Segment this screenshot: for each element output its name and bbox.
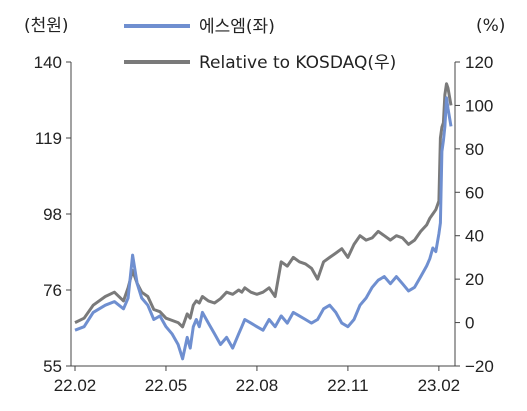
left-axis-unit: (천원) xyxy=(24,16,69,36)
x-tick-label: 23.02 xyxy=(418,376,461,395)
legend: 에스엠(좌) Relative to KOSDAQ(우) xyxy=(124,17,396,73)
right-tick-label: −20 xyxy=(465,357,494,376)
axes xyxy=(70,62,456,367)
x-tick-label: 22.11 xyxy=(327,376,368,395)
x-axis-ticks: 22.02 22.05 22.08 22.11 23.02 xyxy=(54,366,460,395)
right-tick-label: 40 xyxy=(465,227,484,246)
series-line-2 xyxy=(74,82,453,329)
right-tick-label: 100 xyxy=(465,96,493,115)
right-tick-label: 20 xyxy=(465,270,484,289)
left-tick-label: 55 xyxy=(43,357,62,376)
x-tick-label: 22.02 xyxy=(54,376,97,395)
legend-label-series-1: 에스엠(좌) xyxy=(199,17,275,37)
right-axis-unit: (%) xyxy=(476,16,505,36)
right-axis-ticks: −20 0 20 40 60 80 100 120 xyxy=(455,53,494,376)
right-tick-label: 80 xyxy=(465,140,484,159)
x-tick-label: 22.05 xyxy=(145,376,188,395)
x-tick-label: 22.08 xyxy=(236,376,279,395)
right-tick-label: 0 xyxy=(465,314,474,333)
left-axis-ticks: 55 76 98 119 140 xyxy=(34,53,71,376)
left-tick-label: 140 xyxy=(34,53,62,72)
left-tick-label: 98 xyxy=(43,205,62,224)
left-tick-label: 76 xyxy=(43,281,62,300)
right-tick-label: 60 xyxy=(465,183,484,202)
right-tick-label: 120 xyxy=(465,53,493,72)
legend-label-series-2: Relative to KOSDAQ(우) xyxy=(199,53,396,73)
series-line-1 xyxy=(74,96,453,361)
series-lines xyxy=(74,82,453,361)
left-tick-label: 119 xyxy=(35,129,62,148)
